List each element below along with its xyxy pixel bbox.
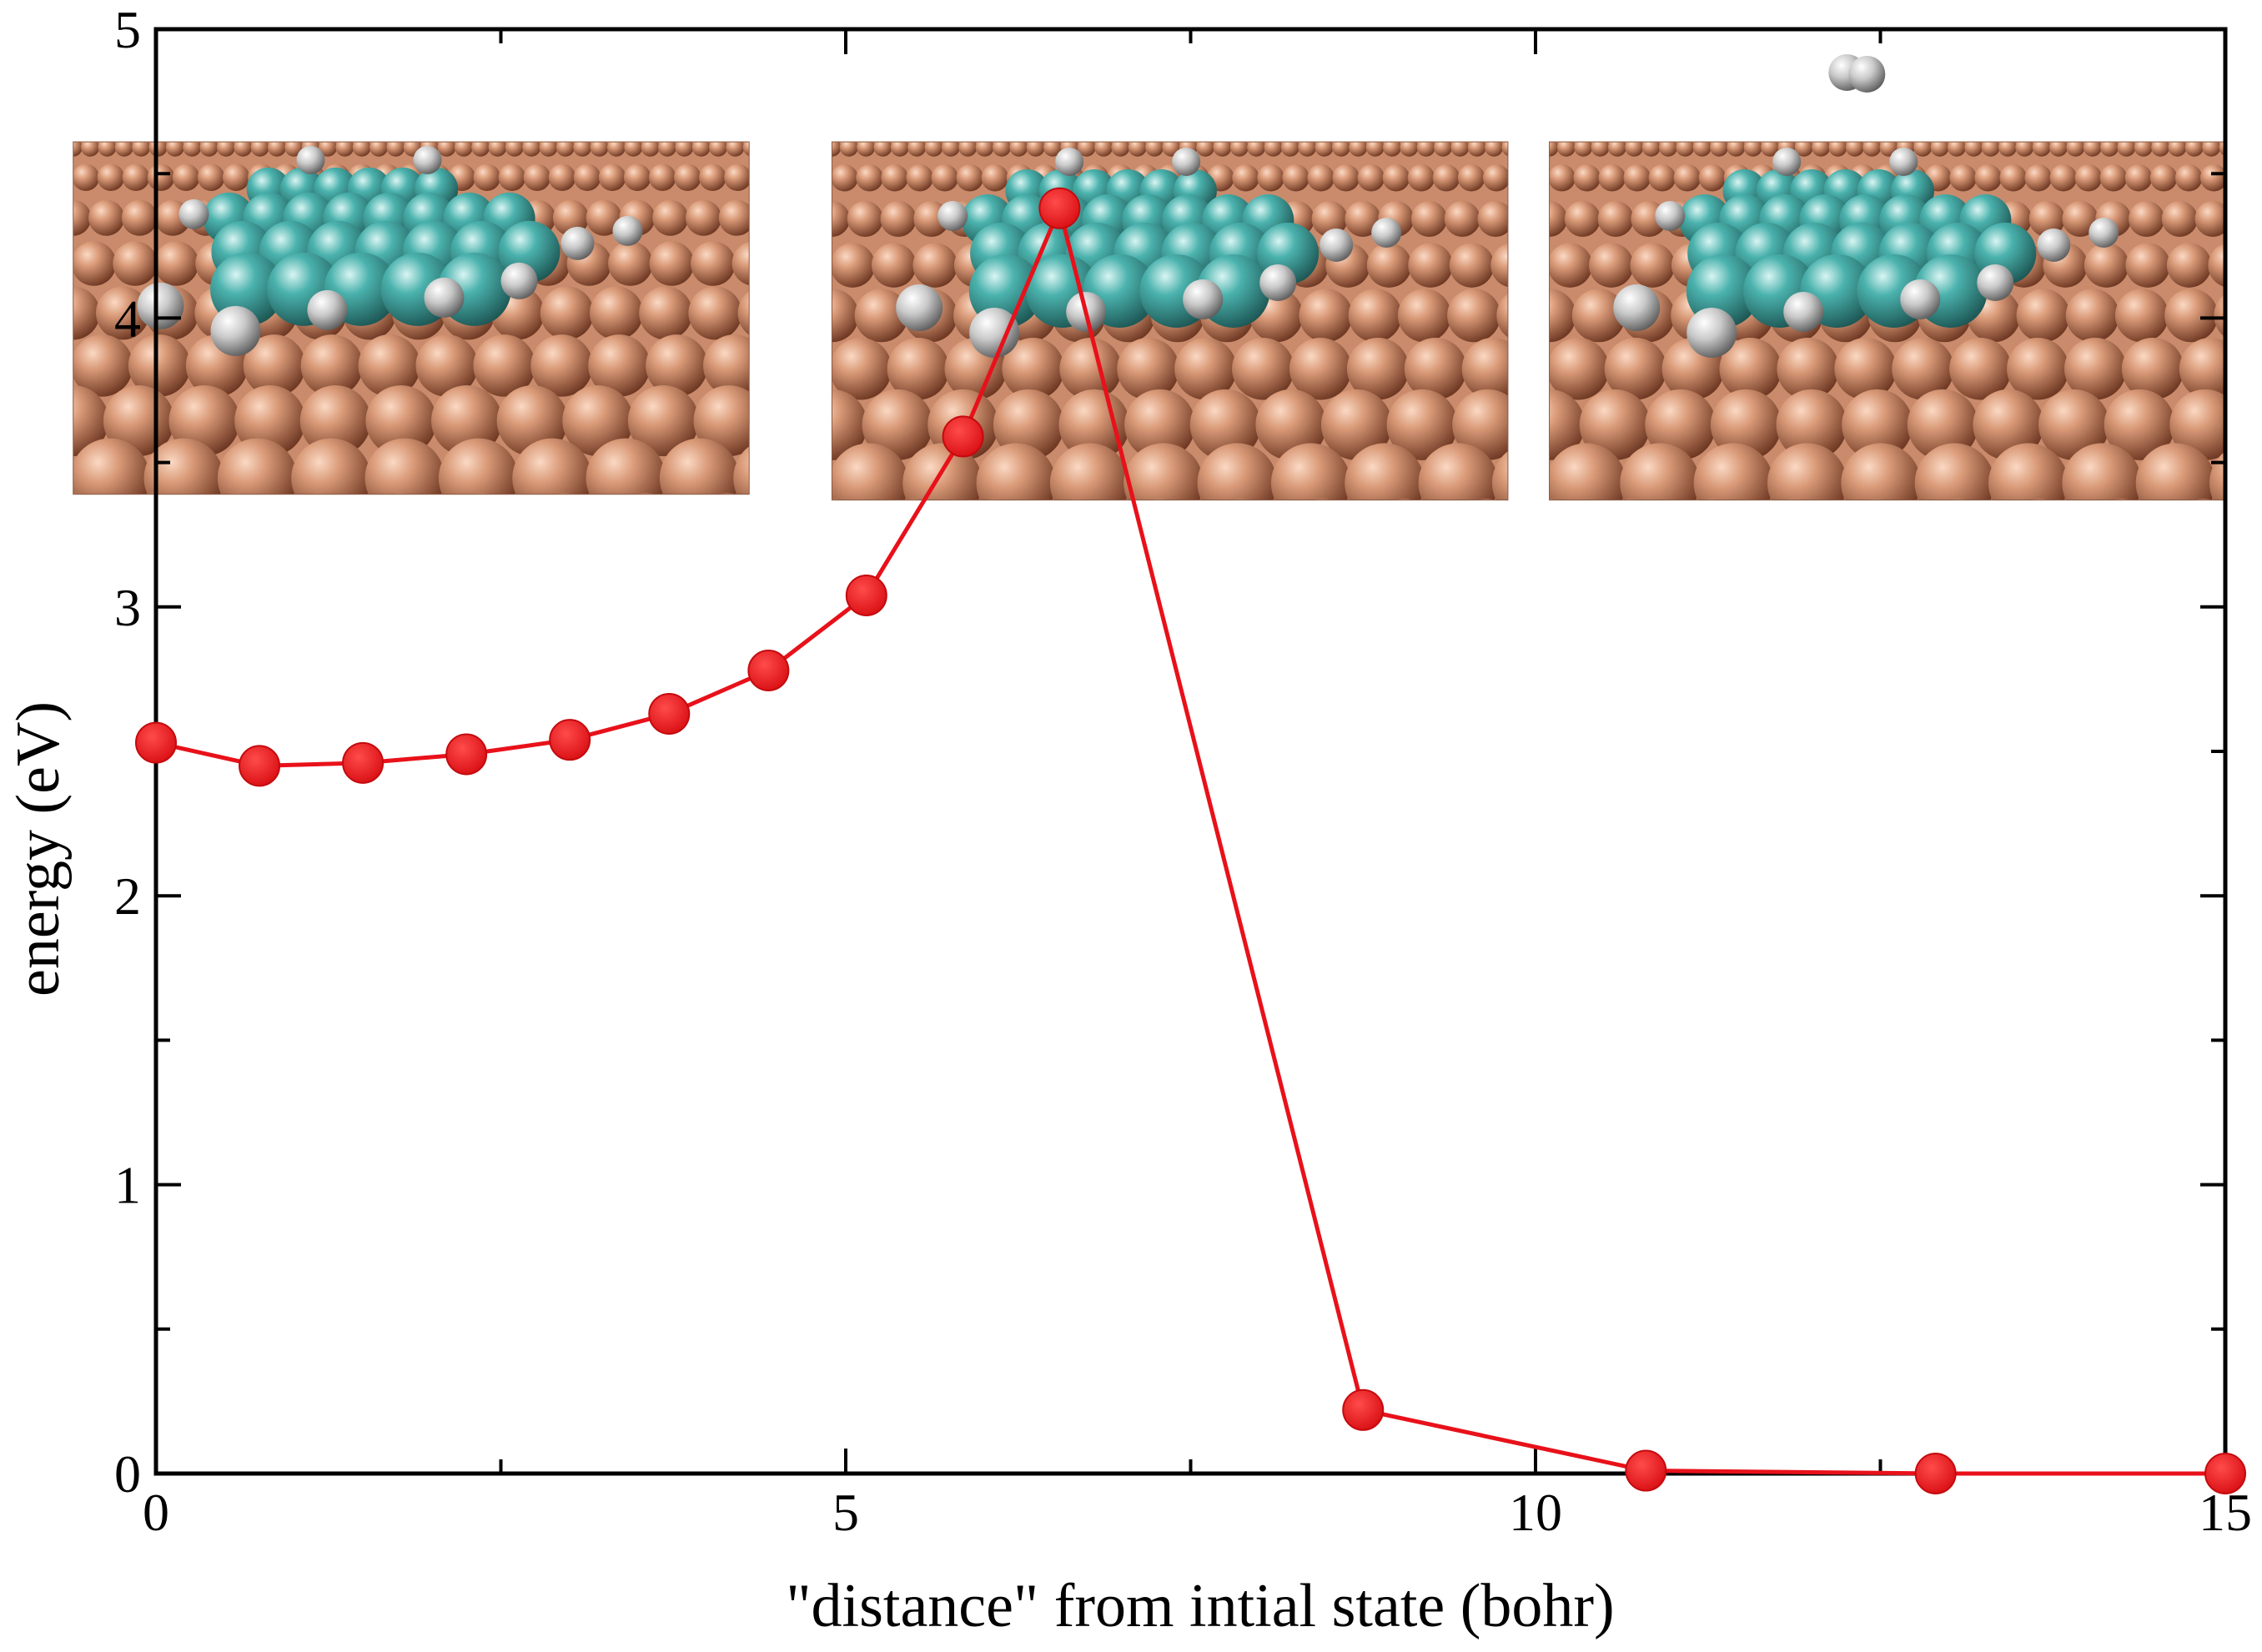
data-point bbox=[135, 721, 177, 764]
data-series bbox=[135, 187, 2246, 1494]
y-tick-label: 3 bbox=[114, 578, 141, 637]
inset-final-state bbox=[1549, 141, 2226, 501]
data-point bbox=[648, 692, 691, 735]
x-tick-label: 5 bbox=[832, 1483, 859, 1542]
y-tick-label: 1 bbox=[114, 1156, 141, 1215]
h2-molecule-atom bbox=[1848, 55, 1886, 93]
y-axis-title: energy (eV) bbox=[4, 701, 73, 997]
data-point bbox=[445, 733, 488, 776]
adsorbed-molecule bbox=[1613, 147, 2119, 358]
y-tick-label: 2 bbox=[114, 866, 141, 926]
data-point bbox=[1342, 1388, 1385, 1431]
data-point bbox=[2204, 1453, 2246, 1494]
data-point bbox=[1625, 1449, 1667, 1492]
data-point bbox=[1038, 187, 1081, 229]
x-tick-label: 0 bbox=[143, 1483, 169, 1542]
y-tick-label: 0 bbox=[114, 1444, 141, 1504]
data-point bbox=[942, 415, 984, 458]
data-point bbox=[1914, 1453, 1957, 1494]
data-point bbox=[342, 741, 385, 784]
y-tick-label: 4 bbox=[114, 289, 141, 348]
adsorbed-molecule bbox=[137, 145, 643, 356]
x-tick-label: 10 bbox=[1509, 1483, 1562, 1542]
x-axis-title: "distance" from intial state (bohr) bbox=[786, 1572, 1614, 1640]
data-point bbox=[845, 574, 887, 616]
data-point bbox=[239, 745, 281, 787]
inset-transition-state bbox=[831, 141, 1509, 501]
y-tick-label: 5 bbox=[114, 0, 141, 59]
inset-initial-state bbox=[73, 141, 750, 495]
data-point bbox=[549, 719, 591, 761]
data-point bbox=[747, 650, 790, 692]
adsorbed-molecule bbox=[896, 147, 1402, 358]
structure-insets bbox=[73, 53, 2226, 501]
